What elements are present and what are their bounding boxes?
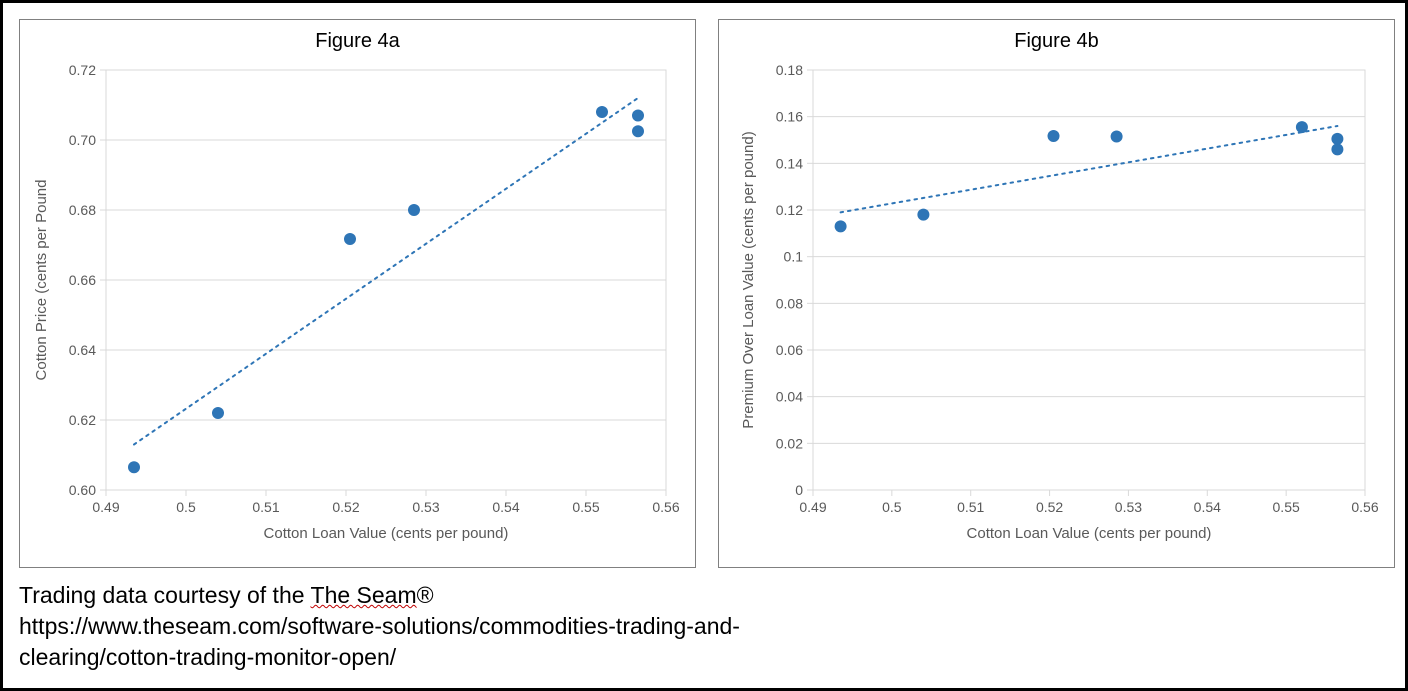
svg-text:0.51: 0.51 bbox=[957, 499, 984, 515]
svg-text:0.60: 0.60 bbox=[69, 482, 96, 498]
registered-mark: ® bbox=[417, 582, 434, 608]
svg-text:0.54: 0.54 bbox=[492, 499, 519, 515]
svg-text:Cotton Loan Value (cents per p: Cotton Loan Value (cents per pound) bbox=[967, 525, 1212, 542]
svg-text:0.08: 0.08 bbox=[776, 295, 803, 311]
svg-text:0.12: 0.12 bbox=[776, 202, 803, 218]
svg-text:0.55: 0.55 bbox=[572, 499, 599, 515]
svg-text:Cotton Price (cents per Pound: Cotton Price (cents per Pound bbox=[33, 180, 50, 381]
caption-url-line1: https://www.theseam.com/software-solutio… bbox=[19, 613, 740, 639]
svg-text:Cotton Loan Value (cents per p: Cotton Loan Value (cents per pound) bbox=[264, 525, 509, 542]
svg-text:0.68: 0.68 bbox=[69, 202, 96, 218]
caption-source-name: The Seam bbox=[311, 582, 417, 608]
figure-4a-panel: Figure 4a 0.49 0.5 0.51 0.52 0.53 0.54 0.55 0.5… bbox=[19, 19, 696, 568]
caption-prefix: Trading data courtesy of the bbox=[19, 582, 311, 608]
svg-text:0.02: 0.02 bbox=[776, 435, 803, 451]
svg-text:0.54: 0.54 bbox=[1194, 499, 1221, 515]
figure-4b-title: Figure 4b bbox=[719, 30, 1394, 53]
svg-text:0.18: 0.18 bbox=[776, 62, 803, 78]
svg-text:0.72: 0.72 bbox=[69, 62, 96, 78]
svg-text:0.49: 0.49 bbox=[799, 499, 826, 515]
caption-block: Trading data courtesy of the The Seam® h… bbox=[19, 580, 1389, 673]
figure-4a-title: Figure 4a bbox=[20, 30, 695, 53]
svg-text:0.53: 0.53 bbox=[1115, 499, 1142, 515]
figure-4b-chart: 0.49 0.5 0.51 0.52 0.53 0.54 0.55 0.56 0 0.02 0.04… bbox=[719, 20, 1394, 567]
figure-container: Figure 4a 0.49 0.5 0.51 0.52 0.53 0.54 0.55 0.5… bbox=[0, 0, 1408, 691]
svg-text:0.49: 0.49 bbox=[92, 499, 119, 515]
svg-text:0.70: 0.70 bbox=[69, 132, 96, 148]
svg-text:0.56: 0.56 bbox=[1351, 499, 1378, 515]
svg-text:0.66: 0.66 bbox=[69, 272, 96, 288]
svg-text:0.06: 0.06 bbox=[776, 342, 803, 358]
charts-row: Figure 4a 0.49 0.5 0.51 0.52 0.53 0.54 0.55 0.5… bbox=[19, 19, 1389, 568]
figure-4a-chart: 0.49 0.5 0.51 0.52 0.53 0.54 0.55 0.56 0.60 0.62 0… bbox=[20, 20, 695, 567]
svg-text:0.5: 0.5 bbox=[882, 499, 902, 515]
svg-text:0.52: 0.52 bbox=[332, 499, 359, 515]
caption-url-line2: clearing/cotton-trading-monitor-open/ bbox=[19, 644, 396, 670]
svg-text:0.52: 0.52 bbox=[1036, 499, 1063, 515]
svg-text:0.5: 0.5 bbox=[176, 499, 196, 515]
svg-text:0.1: 0.1 bbox=[784, 249, 804, 265]
svg-text:0.16: 0.16 bbox=[776, 109, 803, 125]
svg-text:0.51: 0.51 bbox=[252, 499, 279, 515]
svg-text:0.53: 0.53 bbox=[412, 499, 439, 515]
figure-4b-panel: Figure 4b 0.49 0.5 0.51 0.52 0.53 0.54 0.55 0.5… bbox=[718, 19, 1395, 568]
svg-text:Premium Over Loan Value (cents: Premium Over Loan Value (cents per pound… bbox=[740, 131, 757, 428]
svg-text:0.04: 0.04 bbox=[776, 389, 803, 405]
svg-text:0.64: 0.64 bbox=[69, 342, 96, 358]
svg-text:0.14: 0.14 bbox=[776, 155, 803, 171]
svg-text:0.62: 0.62 bbox=[69, 412, 96, 428]
svg-text:0: 0 bbox=[795, 482, 803, 498]
svg-text:0.55: 0.55 bbox=[1273, 499, 1300, 515]
svg-text:0.56: 0.56 bbox=[652, 499, 679, 515]
